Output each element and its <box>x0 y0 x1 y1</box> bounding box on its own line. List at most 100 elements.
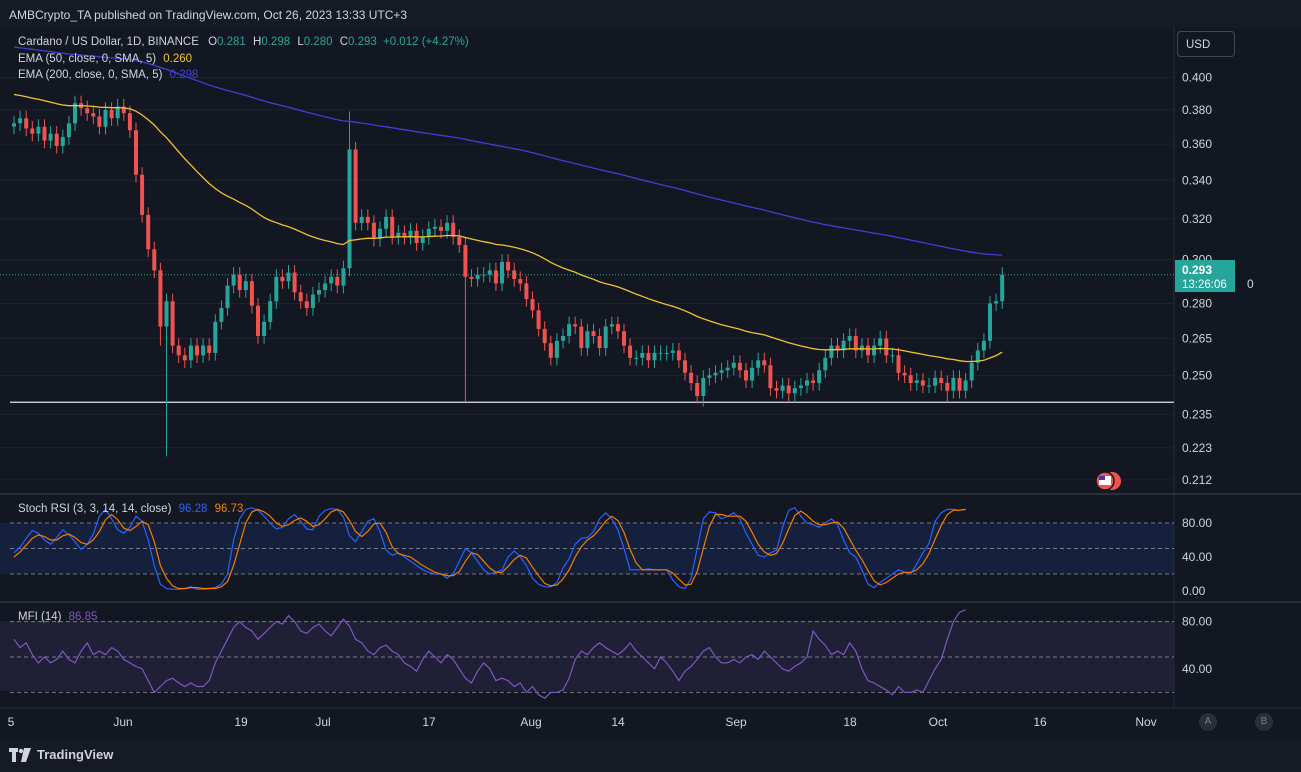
candle-body <box>66 123 71 138</box>
candle-body <box>701 377 706 396</box>
chart-svg[interactable]: 0.4000.3800.3600.3400.3200.3000.2800.265… <box>0 28 1301 738</box>
candle-body <box>646 352 651 361</box>
candle-body <box>256 305 260 337</box>
mfi-legend[interactable]: MFI (14) 86.85 <box>18 611 97 623</box>
axis-button-a[interactable]: A <box>1199 713 1217 731</box>
stoch-d-value: 96.73 <box>214 503 244 515</box>
candle-body <box>579 326 584 349</box>
candle-body <box>371 222 376 239</box>
candle-body <box>530 298 535 311</box>
candle-body <box>268 301 273 322</box>
candle-body <box>195 345 199 356</box>
candle-body <box>518 279 523 284</box>
ohlc-h-value: 0.298 <box>261 36 291 48</box>
candle-body <box>207 345 212 353</box>
time-tick-label: Jun <box>113 715 132 729</box>
price-tick-label: 0.380 <box>1182 103 1212 117</box>
candle-body <box>36 126 41 134</box>
candle-body <box>609 324 614 327</box>
candle-body <box>866 345 870 356</box>
candle-body <box>91 113 96 117</box>
candle-body <box>347 149 352 269</box>
candle-body <box>951 377 956 391</box>
tradingview-logo[interactable]: TradingView <box>9 747 113 762</box>
candle-body <box>54 133 59 146</box>
ema50-value: 0.260 <box>163 53 193 65</box>
candle-body <box>243 281 248 291</box>
stoch-tick-label: 0.00 <box>1182 584 1206 598</box>
candle-body <box>652 352 657 361</box>
time-tick-label: Aug <box>520 715 541 729</box>
candle-body <box>170 301 175 346</box>
price-tick-label: 0.212 <box>1182 473 1212 487</box>
candle-body <box>750 367 755 381</box>
candle-body <box>103 109 108 127</box>
stoch-line-k <box>13 506 966 590</box>
candle-body <box>683 360 687 373</box>
candle-body <box>945 382 950 391</box>
candle-body <box>585 331 590 349</box>
candle-body <box>713 372 718 376</box>
mfi-band <box>0 621 1174 691</box>
candle-body <box>18 118 23 124</box>
candle-body <box>298 292 303 302</box>
candle-body <box>231 274 236 286</box>
candles <box>12 95 1005 457</box>
candle-body <box>774 388 779 391</box>
ema50-legend[interactable]: EMA (50, close, 0, SMA, 5) 0.260 <box>18 53 192 65</box>
candle-body <box>957 377 962 391</box>
candle-body <box>274 276 279 302</box>
candle-body <box>670 350 675 353</box>
candle-body <box>841 340 846 351</box>
candle-body <box>719 370 724 373</box>
currency-button[interactable]: USD <box>1177 31 1235 57</box>
candle-body <box>475 274 480 280</box>
mfi-label: MFI (14) <box>18 611 62 623</box>
candle-body <box>914 380 919 383</box>
candle-body <box>73 103 77 124</box>
candle-body <box>341 268 346 286</box>
flag-icon[interactable] <box>1095 471 1121 491</box>
price-axis[interactable]: 0.4000.3800.3600.3400.3200.3000.2800.265… <box>1182 70 1212 675</box>
candle-body <box>512 270 517 280</box>
mfi-value: 86.85 <box>68 611 98 623</box>
candle-body <box>390 216 395 237</box>
candle-body <box>121 106 126 114</box>
price-tick-label: 0.223 <box>1182 441 1212 455</box>
candle-body <box>762 360 767 366</box>
candle-body <box>109 109 114 119</box>
candle-body <box>451 222 456 237</box>
candle-body <box>115 106 120 119</box>
ohlc-l-value: 0.280 <box>303 36 333 48</box>
ema200-legend[interactable]: EMA (200, close, 0, SMA, 5) 0.298 <box>18 69 198 81</box>
candle-body <box>731 362 736 368</box>
price-tag-value: 0.293 <box>1182 263 1212 277</box>
candle-body <box>42 126 47 141</box>
candle-body <box>561 336 565 341</box>
top-bar: AMBCrypto_TA published on TradingView.co… <box>0 0 1301 28</box>
stoch-legend[interactable]: Stoch RSI (3, 3, 14, 14, close) 96.28 96… <box>18 503 243 515</box>
ema50-label: EMA (50, close, 0, SMA, 5) <box>18 53 157 65</box>
candle-body <box>829 345 834 358</box>
footer: TradingView <box>0 738 1301 772</box>
grid-lines <box>0 76 1174 481</box>
candle-body <box>280 276 285 282</box>
candle-body <box>176 345 181 356</box>
candle-body <box>542 328 547 344</box>
axis-button-b[interactable]: B <box>1255 713 1273 731</box>
main-legend[interactable]: Cardano / US Dollar, 1D, BINANCE O0.281 … <box>18 36 469 48</box>
candle-body <box>146 214 151 250</box>
candle-body <box>689 372 694 383</box>
candle-body <box>402 232 407 237</box>
price-tick-label: 0.280 <box>1182 296 1212 310</box>
time-axis[interactable]: 5 Jun 19 Jul 17 Aug 14 Sep 18 Oct 16 Nov <box>8 715 1157 729</box>
candle-body <box>1000 274 1005 302</box>
candle-body <box>463 245 468 277</box>
candle-body <box>164 301 169 327</box>
chart-area[interactable]: 0.400 0.380 0.360 0.340 0.320 0.300 0.280 0.265… <box>0 28 1301 738</box>
candle-body <box>878 338 883 346</box>
candle-body <box>359 216 364 223</box>
candle-body <box>481 274 486 276</box>
candle-body <box>798 385 803 389</box>
candle-body <box>310 294 315 309</box>
